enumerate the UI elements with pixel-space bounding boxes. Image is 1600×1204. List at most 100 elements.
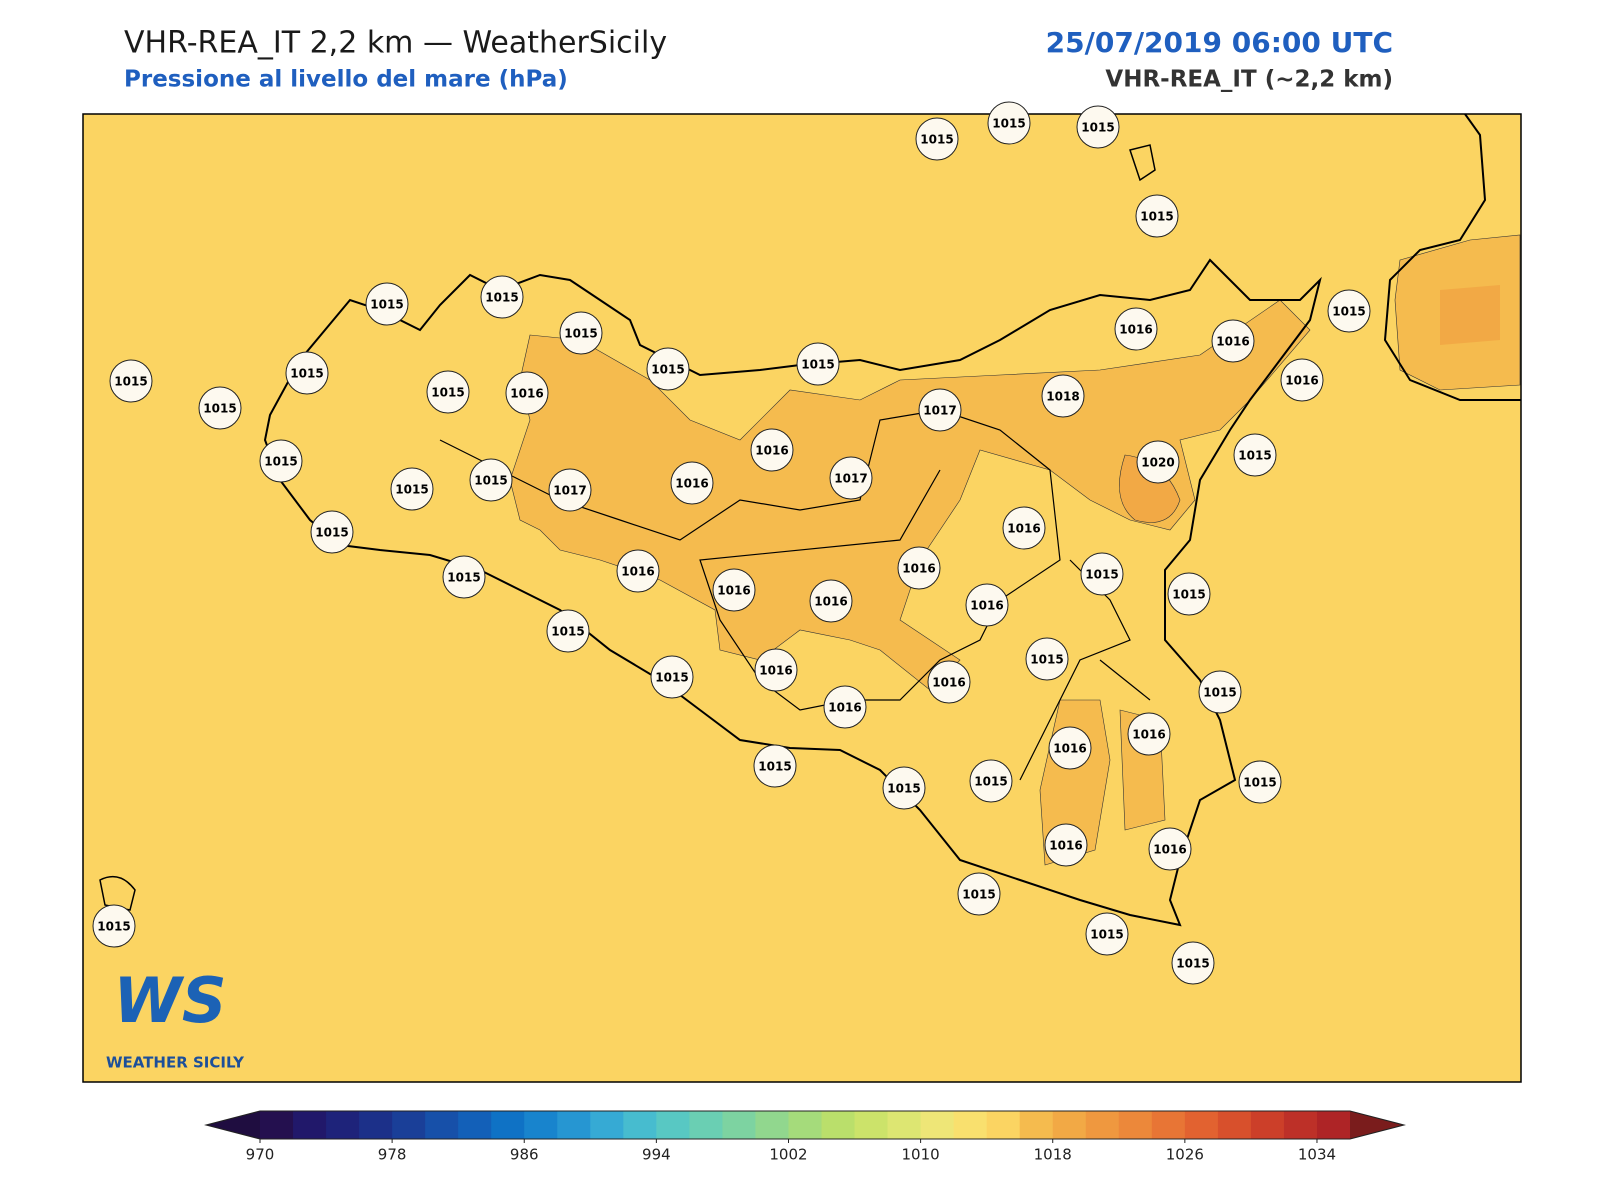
colorbar-segment <box>1118 1111 1153 1139</box>
station-marker <box>897 546 941 590</box>
colorbar-segment <box>920 1111 955 1139</box>
subtitle: Pressione al livello del mare (hPa) <box>124 67 568 93</box>
station-value: 1017 <box>923 404 956 418</box>
colorbar-tick-label: 1034 <box>1298 1146 1336 1164</box>
station-value: 1016 <box>1132 728 1165 742</box>
colorbar-segment <box>359 1111 393 1139</box>
station-value: 1015 <box>395 483 428 497</box>
station-marker <box>987 101 1031 145</box>
station-value: 1015 <box>801 358 834 372</box>
station-value: 1015 <box>264 455 297 469</box>
station-marker <box>505 371 549 415</box>
date: 25/07/2019 06:00 UTC <box>1046 26 1393 59</box>
station-marker <box>546 609 590 653</box>
station-value: 1015 <box>97 920 130 934</box>
colorbar-segment <box>425 1111 459 1139</box>
station-marker <box>650 655 694 699</box>
station-marker <box>480 275 524 319</box>
colorbar-segment <box>953 1111 988 1139</box>
station-marker <box>1327 289 1371 333</box>
station-value: 1016 <box>759 664 792 678</box>
station-value: 1015 <box>1090 928 1123 942</box>
station-marker <box>548 468 592 512</box>
station-marker <box>1135 194 1179 238</box>
station-marker <box>915 117 959 161</box>
station-marker <box>809 579 853 623</box>
station-value: 1015 <box>447 571 480 585</box>
station-value: 1020 <box>1141 456 1174 470</box>
colorbar-segment <box>854 1111 889 1139</box>
station-marker <box>1171 941 1215 985</box>
station-marker <box>1025 637 1069 681</box>
colorbar-segment <box>986 1111 1021 1139</box>
colorbar-segment <box>1250 1111 1285 1139</box>
station-marker <box>754 648 798 692</box>
coastline <box>263 258 1322 927</box>
station-value: 1016 <box>510 387 543 401</box>
stations: 1015 1015 1015 1015 1015 1015 1015 1015 1015 1015… <box>92 101 1371 985</box>
station-value: 1016 <box>675 477 708 491</box>
station-value: 1015 <box>655 671 688 685</box>
station-marker <box>646 347 690 391</box>
station-value: 1015 <box>1172 588 1205 602</box>
colorbar-tick-label: 986 <box>510 1146 539 1164</box>
station-marker <box>750 428 794 472</box>
station-value: 1015 <box>315 526 348 540</box>
colorbar-tick-label: 1002 <box>769 1146 807 1164</box>
station-marker <box>1002 506 1046 550</box>
colorbar-segment <box>887 1111 922 1139</box>
station-marker <box>285 351 329 395</box>
colorbar-segment <box>392 1111 426 1139</box>
map: WS WEATHER SICILY <box>82 113 1522 1083</box>
station-marker <box>882 766 926 810</box>
station-value: 1015 <box>1176 957 1209 971</box>
logo-name: WEATHER SICILY <box>106 1054 245 1072</box>
station-marker <box>918 388 962 432</box>
station-marker <box>469 458 513 502</box>
colorbar-under <box>206 1111 260 1139</box>
station-value: 1016 <box>902 562 935 576</box>
station-marker <box>1080 552 1124 596</box>
station-value: 1016 <box>1049 839 1082 853</box>
station-marker <box>310 510 354 554</box>
coastline <box>99 875 136 911</box>
station-value: 1015 <box>974 775 1007 789</box>
colorbar-segment <box>1052 1111 1087 1139</box>
station-value: 1015 <box>114 375 147 389</box>
station-marker <box>965 583 1009 627</box>
station-marker <box>927 660 971 704</box>
station-value: 1015 <box>1238 449 1271 463</box>
station-value: 1015 <box>758 760 791 774</box>
station-value: 1017 <box>553 484 586 498</box>
station-value: 1015 <box>1081 121 1114 135</box>
colorbar-segment <box>623 1111 657 1139</box>
station-value: 1016 <box>1007 522 1040 536</box>
station-value: 1016 <box>621 565 654 579</box>
colorbar-over <box>1350 1111 1404 1139</box>
station-marker <box>426 370 470 414</box>
station-value: 1015 <box>1085 568 1118 582</box>
station-value: 1016 <box>755 444 788 458</box>
station-marker <box>957 872 1001 916</box>
station-marker <box>259 439 303 483</box>
station-marker <box>753 744 797 788</box>
station-marker <box>1041 374 1085 418</box>
station-marker <box>1233 433 1277 477</box>
station-marker <box>1167 572 1211 616</box>
station-marker <box>92 904 136 948</box>
station-value: 1015 <box>551 625 584 639</box>
station-marker <box>559 311 603 355</box>
station-value: 1015 <box>290 367 323 381</box>
station-marker <box>1148 827 1192 871</box>
station-marker <box>1044 823 1088 867</box>
station-marker <box>109 359 153 403</box>
province-border <box>439 409 1061 711</box>
colorbar-tick-label: 994 <box>642 1146 671 1164</box>
colorbar-segment <box>821 1111 856 1139</box>
station-value: 1015 <box>203 402 236 416</box>
station-marker <box>1280 358 1324 402</box>
station-value: 1016 <box>1153 843 1186 857</box>
colorbar-segment <box>557 1111 591 1139</box>
station-marker <box>1211 319 1255 363</box>
